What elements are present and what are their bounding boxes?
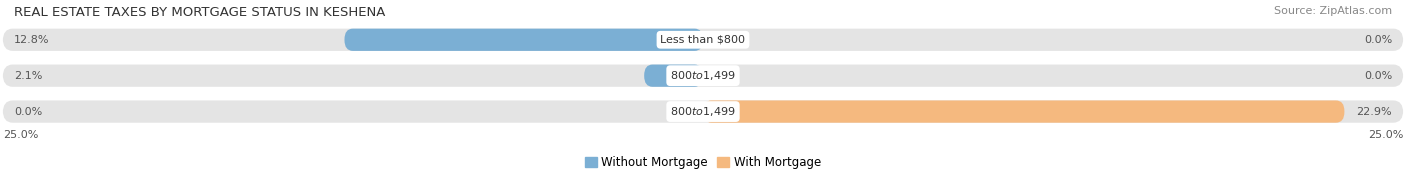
Text: 0.0%: 0.0% [1364,35,1392,45]
Text: $800 to $1,499: $800 to $1,499 [671,69,735,82]
Text: 12.8%: 12.8% [14,35,49,45]
Legend: Without Mortgage, With Mortgage: Without Mortgage, With Mortgage [585,156,821,169]
FancyBboxPatch shape [3,65,1403,87]
FancyBboxPatch shape [3,100,1403,123]
Text: Less than $800: Less than $800 [661,35,745,45]
FancyBboxPatch shape [344,29,703,51]
Text: 0.0%: 0.0% [14,107,42,117]
Text: 0.0%: 0.0% [1364,71,1392,81]
Text: 25.0%: 25.0% [3,130,38,140]
Text: 22.9%: 22.9% [1357,107,1392,117]
FancyBboxPatch shape [703,100,1344,123]
Text: Source: ZipAtlas.com: Source: ZipAtlas.com [1274,6,1392,16]
FancyBboxPatch shape [3,29,1403,51]
Text: $800 to $1,499: $800 to $1,499 [671,105,735,118]
FancyBboxPatch shape [644,65,703,87]
Text: 2.1%: 2.1% [14,71,42,81]
Text: REAL ESTATE TAXES BY MORTGAGE STATUS IN KESHENA: REAL ESTATE TAXES BY MORTGAGE STATUS IN … [14,6,385,19]
Text: 25.0%: 25.0% [1368,130,1403,140]
